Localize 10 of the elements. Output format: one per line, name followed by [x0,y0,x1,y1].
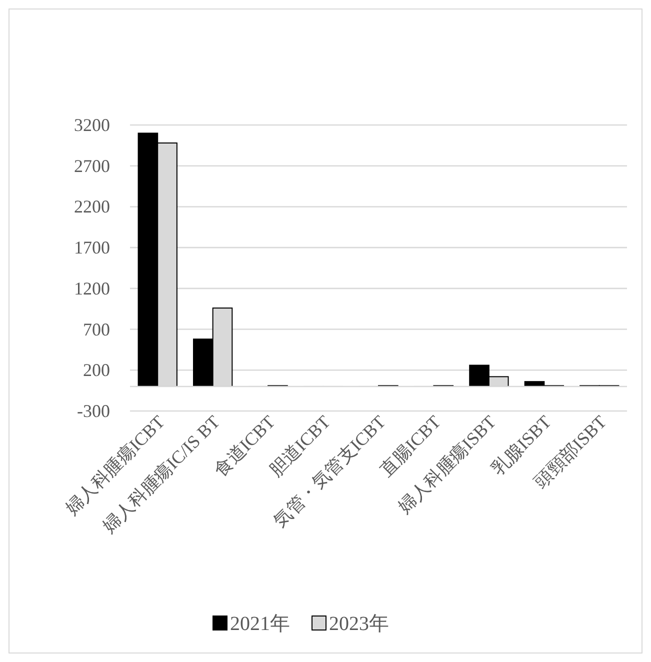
y-tick-label: 3200 [74,115,110,135]
y-tick-label: 2200 [74,196,110,217]
y-tick-label: 1700 [74,238,110,258]
y-tick-label: 1200 [74,278,110,298]
legend-label: 2023年 [329,613,389,635]
legend-label: 2021年 [230,613,290,635]
y-tick-label: 2700 [74,156,110,176]
y-tick-label: 700 [83,319,110,340]
y-tick-label: -300 [77,401,110,421]
y-tick-label: 200 [83,360,110,380]
